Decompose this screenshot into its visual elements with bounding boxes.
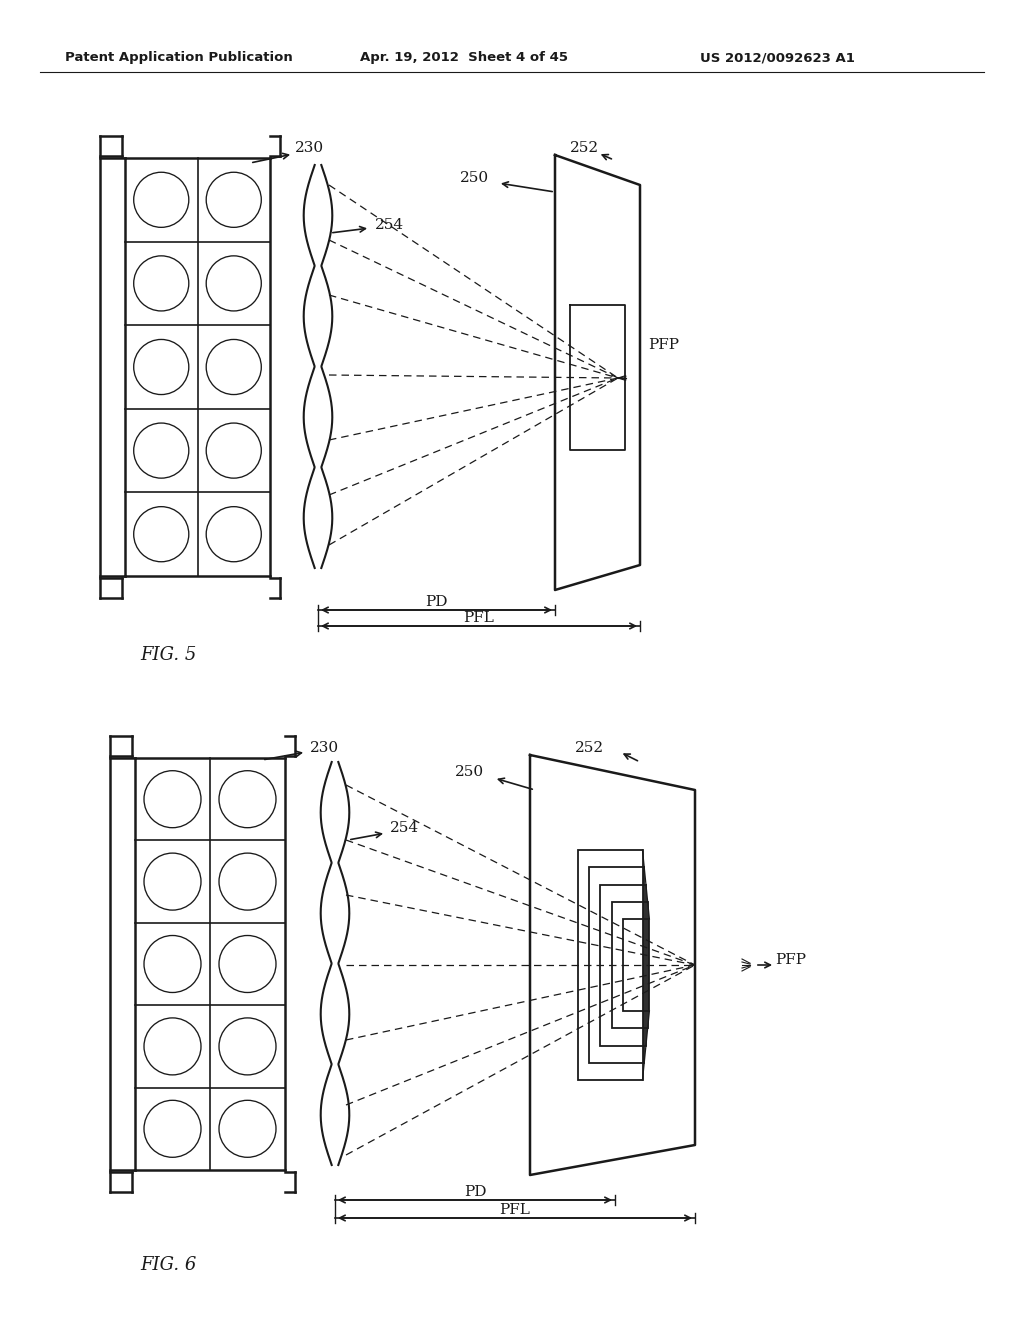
Text: PFL: PFL: [464, 611, 495, 624]
Bar: [578, 850, 642, 1080]
Text: 230: 230: [310, 741, 339, 755]
Bar: [612, 902, 647, 1028]
Text: 254: 254: [390, 821, 419, 836]
Text: US 2012/0092623 A1: US 2012/0092623 A1: [700, 51, 855, 65]
Text: PFP: PFP: [648, 338, 679, 352]
Text: FIG. 5: FIG. 5: [140, 645, 197, 664]
Bar: [600, 884, 646, 1045]
Text: 230: 230: [295, 141, 325, 154]
Text: Apr. 19, 2012  Sheet 4 of 45: Apr. 19, 2012 Sheet 4 of 45: [360, 51, 568, 65]
Text: 252: 252: [570, 141, 599, 154]
Text: PD: PD: [425, 595, 447, 609]
Bar: [589, 867, 644, 1063]
Text: PD: PD: [464, 1185, 486, 1199]
Text: FIG. 6: FIG. 6: [140, 1257, 197, 1274]
Text: Patent Application Publication: Patent Application Publication: [65, 51, 293, 65]
Text: PFL: PFL: [500, 1203, 530, 1217]
Text: 252: 252: [575, 741, 604, 755]
Text: PFP: PFP: [775, 953, 806, 968]
Text: 254: 254: [375, 218, 404, 232]
Text: 250: 250: [460, 172, 489, 185]
Bar: [624, 919, 649, 1011]
Text: 250: 250: [455, 766, 484, 779]
